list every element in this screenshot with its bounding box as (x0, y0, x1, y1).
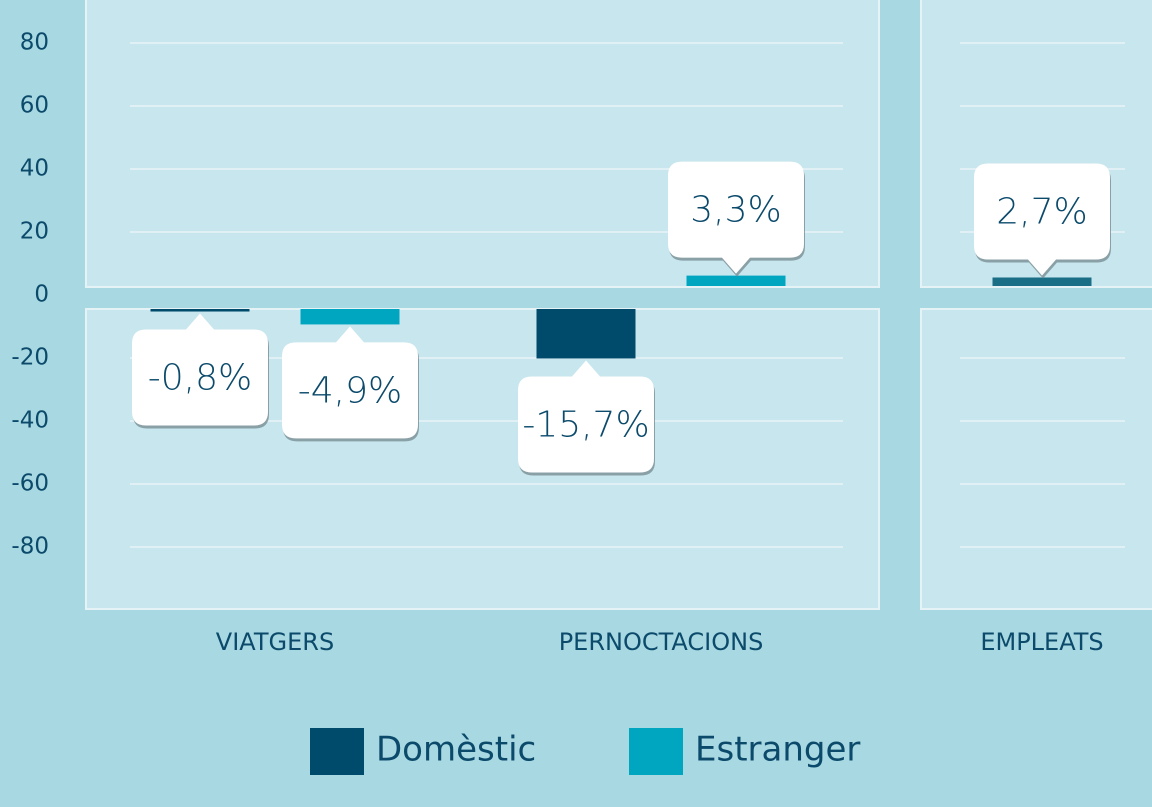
callout-box (974, 163, 1110, 276)
bar (300, 309, 400, 325)
panels (85, 0, 1152, 610)
x-tick-label: VIATGERS (216, 628, 334, 656)
data-label: 3,3% (690, 190, 781, 231)
bar (992, 277, 1092, 286)
legend-swatch (310, 728, 364, 775)
y-tick-label: 40 (20, 156, 49, 182)
value-callout (132, 313, 268, 426)
panel (920, 308, 1152, 610)
data-label: -15,7% (522, 404, 649, 445)
value-callout (282, 326, 418, 439)
callout-box (132, 313, 268, 426)
data-label: -0,8% (148, 358, 252, 399)
callout-box (282, 326, 418, 439)
data-label: 2,7% (996, 191, 1087, 232)
x-tick-label: EMPLEATS (980, 628, 1103, 656)
legend-label: Domèstic (376, 730, 536, 770)
y-tick-label: 80 (20, 30, 49, 56)
callout-box (518, 360, 654, 473)
bar (150, 309, 250, 312)
y-tick-label: 0 (34, 282, 49, 308)
legend-swatch (629, 728, 683, 775)
bar (686, 275, 786, 286)
legend-label: Estranger (695, 730, 860, 770)
bar (536, 309, 636, 359)
y-tick-label: -60 (11, 471, 49, 497)
value-callout (974, 163, 1110, 276)
y-tick-label: 60 (20, 93, 49, 119)
value-callout (668, 161, 804, 274)
y-tick-label: -40 (11, 408, 49, 434)
y-tick-label: -20 (11, 345, 49, 371)
y-tick-label: 20 (20, 219, 49, 245)
x-tick-label: PERNOCTACIONS (559, 628, 764, 656)
value-callout (518, 360, 654, 473)
callout-box (668, 161, 804, 274)
y-tick-label: -80 (11, 534, 49, 560)
data-label: -4,9% (298, 370, 402, 411)
